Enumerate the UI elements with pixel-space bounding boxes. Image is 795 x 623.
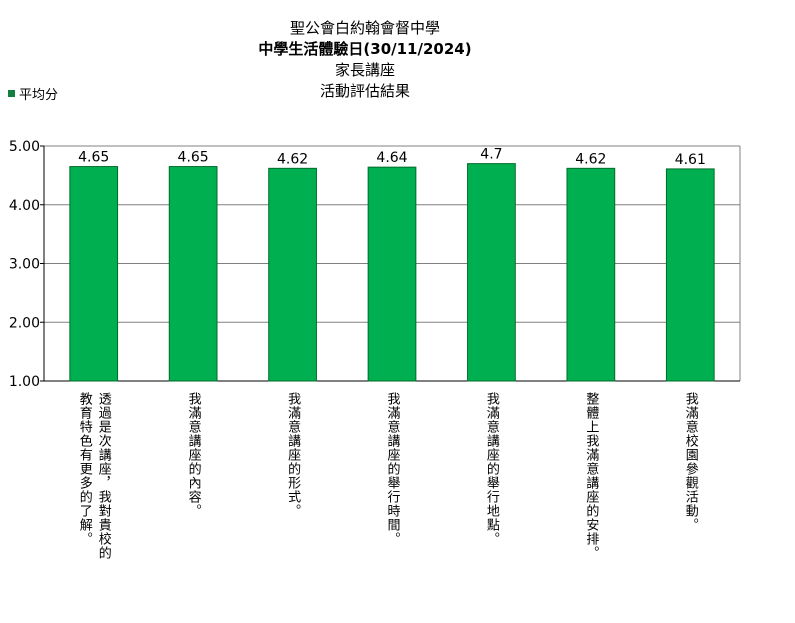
- bar: [665, 168, 715, 382]
- data-label: 4.65: [78, 150, 109, 166]
- legend-label: 平均分: [19, 88, 59, 103]
- x-tick-label-column: 我滿意講座的形式。: [285, 392, 301, 518]
- data-label: 4.62: [575, 151, 606, 167]
- x-tick-label-column: 我滿意講座的舉行地點。: [483, 392, 499, 546]
- data-label: 4.61: [675, 152, 706, 168]
- x-tick-label: 透過是次講座，我對貴校的 教育特色有更多的了解。: [76, 392, 112, 560]
- title-school: 聖公會白約翰會督中學: [289, 19, 440, 37]
- data-label: 4.65: [178, 150, 209, 166]
- x-tick-label: 我滿意講座的形式。: [284, 392, 301, 518]
- chart-title: 聖公會白約翰會督中學 中學生活體驗日(30/11/2024) 家長講座 活動評估…: [150, 18, 580, 102]
- y-tick-label: 1.00: [9, 374, 40, 390]
- x-tick-label-column: 我滿意講座的舉行時間。: [384, 392, 400, 546]
- bar: [367, 166, 417, 382]
- title-event: 中學生活體驗日(30/11/2024): [258, 40, 472, 58]
- legend-swatch: [8, 90, 15, 97]
- data-label: 4.64: [376, 150, 407, 166]
- x-tick-label: 我滿意講座的舉行時間。: [384, 392, 401, 546]
- title-session: 家長講座: [334, 61, 395, 79]
- x-tick-label-column: 我滿意校園參觀活動。: [682, 392, 698, 532]
- x-tick-label: 我滿意講座的舉行地點。: [483, 392, 500, 546]
- data-label: 4.62: [277, 151, 308, 167]
- x-tick-label: 整體上我滿意講座的安排。: [582, 392, 599, 560]
- x-tick-label-column: 教育特色有更多的了解。: [76, 392, 92, 546]
- bar: [268, 167, 317, 382]
- bar: [467, 163, 516, 382]
- x-tick-label-column: 整體上我滿意講座的安排。: [583, 392, 599, 560]
- y-tick-label: 2.00: [9, 315, 40, 331]
- bar: [566, 167, 616, 382]
- bar: [168, 166, 218, 382]
- data-label: 4.7: [480, 147, 502, 163]
- x-tick-label: 我滿意講座的內容。: [185, 392, 202, 518]
- y-tick-label: 4.00: [9, 198, 40, 214]
- x-tick-label-column: 透過是次講座，我對貴校的: [95, 392, 111, 560]
- y-tick-label: 3.00: [9, 257, 40, 273]
- legend: 平均分: [8, 84, 58, 103]
- x-tick-label-column: 我滿意講座的內容。: [185, 392, 201, 518]
- bar: [69, 166, 119, 382]
- title-results: 活動評估結果: [319, 82, 410, 100]
- x-tick-label: 我滿意校園參觀活動。: [682, 392, 699, 532]
- y-tick-label: 5.00: [9, 139, 40, 155]
